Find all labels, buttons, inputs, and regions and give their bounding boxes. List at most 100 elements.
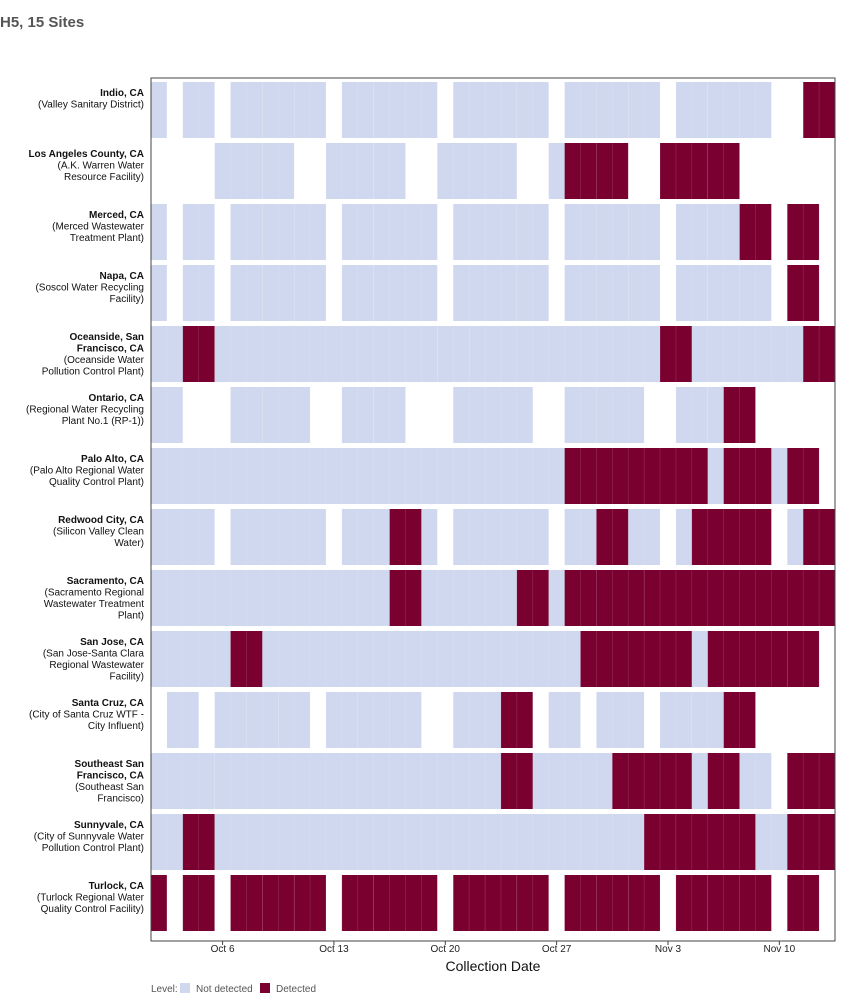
- cell-not-detected: [516, 265, 549, 321]
- site-facility: (City of Sunnyvale Water: [34, 832, 145, 843]
- site-facility: (A.K. Warren Water: [58, 161, 145, 172]
- cell-not-detected: [151, 82, 167, 138]
- x-axis: Oct 6 Oct 13 Oct 20 Oct 27 Nov 3 Nov 10: [211, 941, 796, 955]
- cell-detected: [516, 570, 549, 626]
- cell-not-detected: [262, 82, 295, 138]
- cell-not-detected: [182, 265, 215, 321]
- site-name: Redwood City, CA: [58, 515, 144, 526]
- cell-detected: [787, 875, 820, 931]
- cell-not-detected: [739, 265, 772, 321]
- cell-not-detected: [262, 204, 295, 260]
- cell-not-detected: [341, 265, 374, 321]
- cell-detected: [787, 631, 820, 687]
- cell-detected: [262, 875, 295, 931]
- cell-detected: [675, 814, 756, 870]
- site-facility: (Soscol Water Recycling: [35, 283, 144, 294]
- site-row: [151, 326, 835, 382]
- site-name: Sunnyvale, CA: [74, 820, 144, 831]
- site-facility: (Regional Water Recycling: [26, 405, 144, 416]
- cell-detected: [707, 631, 788, 687]
- site-label: Sacramento, CA(Sacramento RegionalWastew…: [44, 576, 144, 622]
- site-facility: Resource Facility): [64, 172, 144, 183]
- cell-not-detected: [246, 631, 597, 687]
- cell-not-detected: [548, 692, 581, 748]
- chart-title: H5, 15 Sites: [0, 14, 85, 31]
- site-name: San Jose, CA: [80, 637, 144, 648]
- cell-not-detected: [691, 692, 724, 748]
- cell-not-detected: [357, 692, 390, 748]
- cell-detected: [485, 875, 517, 931]
- site-facility: (Palo Alto Regional Water: [30, 466, 145, 477]
- cell-not-detected: [707, 204, 740, 260]
- site-facility: Regional Wastewater: [49, 660, 144, 671]
- site-row: [151, 265, 820, 321]
- cell-detected: [787, 753, 835, 809]
- cell-detected: [723, 448, 772, 504]
- site-name: Ontario, CA: [88, 393, 144, 404]
- cell-not-detected: [596, 204, 629, 260]
- x-axis-title: Collection Date: [446, 958, 541, 974]
- cell-not-detected: [294, 204, 326, 260]
- cell-not-detected: [596, 265, 629, 321]
- cell-not-detected: [485, 265, 517, 321]
- cell-not-detected: [707, 82, 740, 138]
- site-facility: (Valley Sanitary District): [38, 100, 144, 111]
- cell-not-detected: [151, 387, 183, 443]
- site-name: Southeast San: [75, 759, 144, 770]
- cell-detected: [739, 204, 772, 260]
- cell-not-detected: [660, 692, 692, 748]
- site-facility: Quality Control Plant): [49, 477, 144, 488]
- cell-detected: [707, 753, 740, 809]
- cell-detected: [723, 387, 756, 443]
- site-row: [151, 570, 835, 626]
- cell-detected: [596, 875, 629, 931]
- cell-not-detected: [294, 265, 326, 321]
- cell-not-detected: [596, 387, 645, 443]
- cell-not-detected: [564, 204, 597, 260]
- cell-not-detected: [437, 326, 470, 382]
- site-row: [151, 82, 835, 138]
- cell-not-detected: [151, 204, 167, 260]
- site-facility: Plant No.1 (RP-1)): [62, 416, 144, 427]
- x-tick-label: Oct 13: [319, 944, 349, 955]
- site-facility: Treatment Plant): [70, 233, 144, 244]
- cell-detected: [803, 509, 835, 565]
- cell-detected: [739, 875, 772, 931]
- cell-detected: [707, 875, 740, 931]
- site-row: [166, 692, 756, 748]
- cell-not-detected: [373, 387, 406, 443]
- cell-detected: [294, 875, 326, 931]
- cell-not-detected: [628, 204, 661, 260]
- cell-not-detected: [214, 326, 438, 382]
- site-labels: Indio, CA(Valley Sanitary District) Los A…: [26, 88, 145, 915]
- site-facility: Water): [114, 538, 144, 549]
- cell-not-detected: [516, 753, 629, 809]
- site-facility: (Merced Wastewater: [52, 222, 145, 233]
- site-name: Los Angeles County, CA: [28, 149, 144, 160]
- site-name: Indio, CA: [100, 88, 144, 99]
- cell-not-detected: [389, 692, 422, 748]
- legend-title: Level:: [151, 984, 178, 995]
- site-facility: Francisco): [97, 794, 144, 805]
- cell-not-detected: [453, 509, 549, 565]
- cell-detected: [660, 326, 692, 382]
- cell-not-detected: [739, 82, 772, 138]
- cell-detected: [230, 631, 263, 687]
- cell-not-detected: [405, 265, 438, 321]
- cell-detected: [675, 875, 708, 931]
- cell-not-detected: [675, 82, 708, 138]
- x-tick-label: Nov 10: [763, 944, 795, 955]
- site-name: Merced, CA: [89, 210, 144, 221]
- cell-not-detected: [214, 692, 247, 748]
- cell-not-detected: [675, 387, 708, 443]
- cell-not-detected: [373, 204, 406, 260]
- cell-not-detected: [469, 326, 676, 382]
- rows-layer: [151, 78, 835, 941]
- cell-not-detected: [596, 692, 645, 748]
- cell-detected: [612, 753, 661, 809]
- site-label: Turlock, CA(Turlock Regional WaterQualit…: [37, 881, 145, 915]
- site-label: Los Angeles County, CA(A.K. Warren Water…: [28, 149, 144, 183]
- cell-not-detected: [564, 82, 597, 138]
